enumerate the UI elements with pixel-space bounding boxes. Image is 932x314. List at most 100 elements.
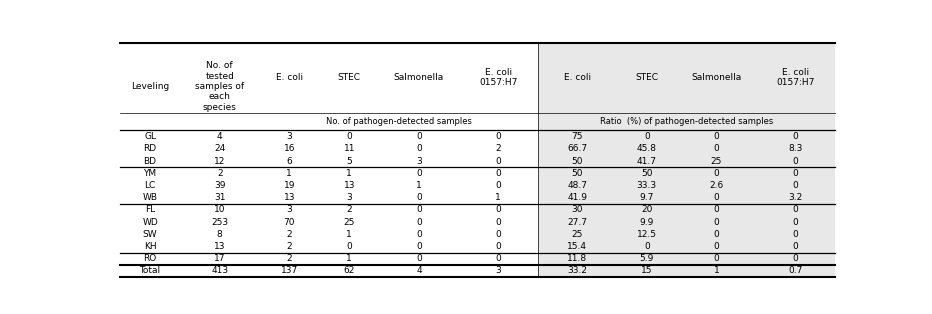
- Text: 41.9: 41.9: [568, 193, 587, 202]
- Text: 0: 0: [416, 242, 422, 251]
- Text: 0: 0: [714, 205, 720, 214]
- Text: 24: 24: [214, 144, 226, 153]
- Text: 2: 2: [286, 230, 292, 239]
- Text: 0: 0: [793, 230, 799, 239]
- Text: 1: 1: [347, 169, 352, 178]
- Text: 1: 1: [495, 193, 500, 202]
- Text: STEC: STEC: [337, 73, 361, 82]
- Text: 0: 0: [416, 205, 422, 214]
- Text: 8.3: 8.3: [788, 144, 802, 153]
- Text: 0: 0: [495, 242, 500, 251]
- Text: 5: 5: [347, 156, 352, 165]
- Text: 0: 0: [416, 144, 422, 153]
- Bar: [538, 42, 835, 277]
- Text: 20: 20: [641, 205, 652, 214]
- Text: 2: 2: [286, 242, 292, 251]
- Text: 0: 0: [793, 205, 799, 214]
- Text: 0: 0: [416, 169, 422, 178]
- Text: 2: 2: [495, 144, 500, 153]
- Text: 0: 0: [714, 169, 720, 178]
- Text: Total: Total: [140, 267, 160, 275]
- Text: 16: 16: [283, 144, 295, 153]
- Text: 253: 253: [212, 218, 228, 227]
- Text: 0: 0: [793, 181, 799, 190]
- Text: 0: 0: [495, 205, 500, 214]
- Text: 0: 0: [416, 254, 422, 263]
- Text: Ratio  (%) of pathogen-detected samples: Ratio (%) of pathogen-detected samples: [600, 117, 773, 126]
- Text: 62: 62: [344, 267, 355, 275]
- Text: 0: 0: [347, 132, 352, 141]
- Text: 0: 0: [416, 193, 422, 202]
- Text: LC: LC: [144, 181, 156, 190]
- Text: 0: 0: [416, 218, 422, 227]
- Text: 15: 15: [641, 267, 652, 275]
- Text: 50: 50: [641, 169, 652, 178]
- Text: WB: WB: [143, 193, 158, 202]
- Text: 4: 4: [217, 132, 223, 141]
- Text: 8: 8: [217, 230, 223, 239]
- Text: No. of
tested
samples of
each
species: No. of tested samples of each species: [195, 61, 244, 112]
- Text: 5.9: 5.9: [639, 254, 654, 263]
- Text: 1: 1: [714, 267, 720, 275]
- Text: 1: 1: [416, 181, 422, 190]
- Text: 0: 0: [495, 254, 500, 263]
- Text: 0: 0: [495, 156, 500, 165]
- Text: 13: 13: [344, 181, 355, 190]
- Text: KH: KH: [144, 242, 157, 251]
- Text: 33.3: 33.3: [637, 181, 657, 190]
- Text: 0: 0: [495, 169, 500, 178]
- Text: 11.8: 11.8: [568, 254, 587, 263]
- Text: No. of pathogen-detected samples: No. of pathogen-detected samples: [325, 117, 472, 126]
- Text: 0: 0: [714, 254, 720, 263]
- Text: 6: 6: [286, 156, 292, 165]
- Text: 0: 0: [714, 218, 720, 227]
- Text: 0: 0: [495, 181, 500, 190]
- Text: 0: 0: [416, 230, 422, 239]
- Text: 19: 19: [283, 181, 295, 190]
- Text: 0: 0: [793, 218, 799, 227]
- Text: 0: 0: [495, 218, 500, 227]
- Text: 11: 11: [344, 144, 355, 153]
- Text: 4: 4: [416, 267, 421, 275]
- Text: 1: 1: [347, 254, 352, 263]
- Text: 33.2: 33.2: [568, 267, 587, 275]
- Text: YM: YM: [144, 169, 157, 178]
- Text: 0: 0: [495, 132, 500, 141]
- Text: 0: 0: [793, 132, 799, 141]
- Text: 39: 39: [214, 181, 226, 190]
- Text: 10: 10: [214, 205, 226, 214]
- Text: 0.7: 0.7: [788, 267, 802, 275]
- Text: STEC: STEC: [636, 73, 658, 82]
- Text: 50: 50: [571, 156, 583, 165]
- Text: BD: BD: [144, 156, 157, 165]
- Text: 30: 30: [571, 205, 583, 214]
- Text: SW: SW: [143, 230, 158, 239]
- Text: 3: 3: [286, 132, 292, 141]
- Text: 27.7: 27.7: [568, 218, 587, 227]
- Text: 0: 0: [793, 254, 799, 263]
- Text: 1: 1: [286, 169, 292, 178]
- Text: 9.9: 9.9: [639, 218, 654, 227]
- Text: 17: 17: [214, 254, 226, 263]
- Text: 25: 25: [344, 218, 355, 227]
- Text: 2: 2: [217, 169, 223, 178]
- Text: 70: 70: [283, 218, 295, 227]
- Text: 3: 3: [347, 193, 352, 202]
- Text: RD: RD: [144, 144, 157, 153]
- Text: 31: 31: [214, 193, 226, 202]
- Text: 137: 137: [281, 267, 298, 275]
- Text: Leveling: Leveling: [131, 82, 170, 91]
- Text: 9.7: 9.7: [639, 193, 654, 202]
- Text: 75: 75: [571, 132, 583, 141]
- Text: 2: 2: [347, 205, 352, 214]
- Text: 66.7: 66.7: [568, 144, 587, 153]
- Text: 0: 0: [347, 242, 352, 251]
- Text: E. coli: E. coli: [564, 73, 591, 82]
- Text: Salmonella: Salmonella: [692, 73, 742, 82]
- Text: 13: 13: [283, 193, 295, 202]
- Text: 3.2: 3.2: [788, 193, 802, 202]
- Text: 3: 3: [495, 267, 500, 275]
- Text: 3: 3: [286, 205, 292, 214]
- Text: 0: 0: [416, 132, 422, 141]
- Text: Salmonella: Salmonella: [393, 73, 444, 82]
